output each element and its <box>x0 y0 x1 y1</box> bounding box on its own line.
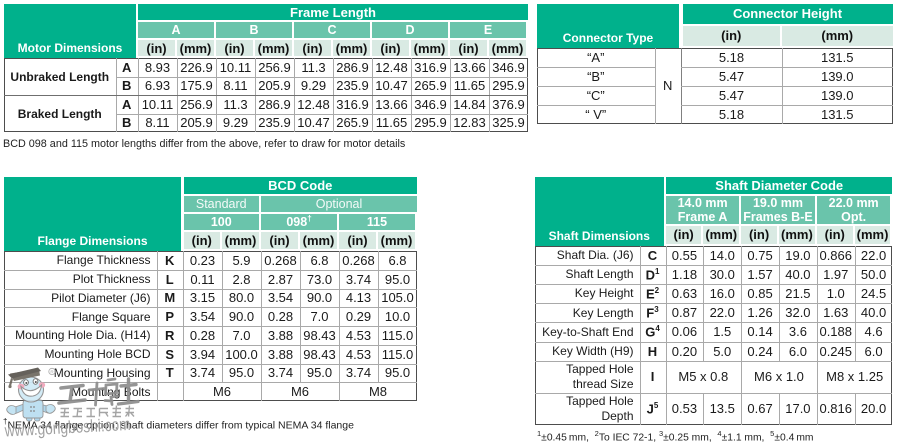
svg-text:R: R <box>50 370 54 375</box>
svg-text:www.gongboshi.com: www.gongboshi.com <box>3 414 131 441</box>
